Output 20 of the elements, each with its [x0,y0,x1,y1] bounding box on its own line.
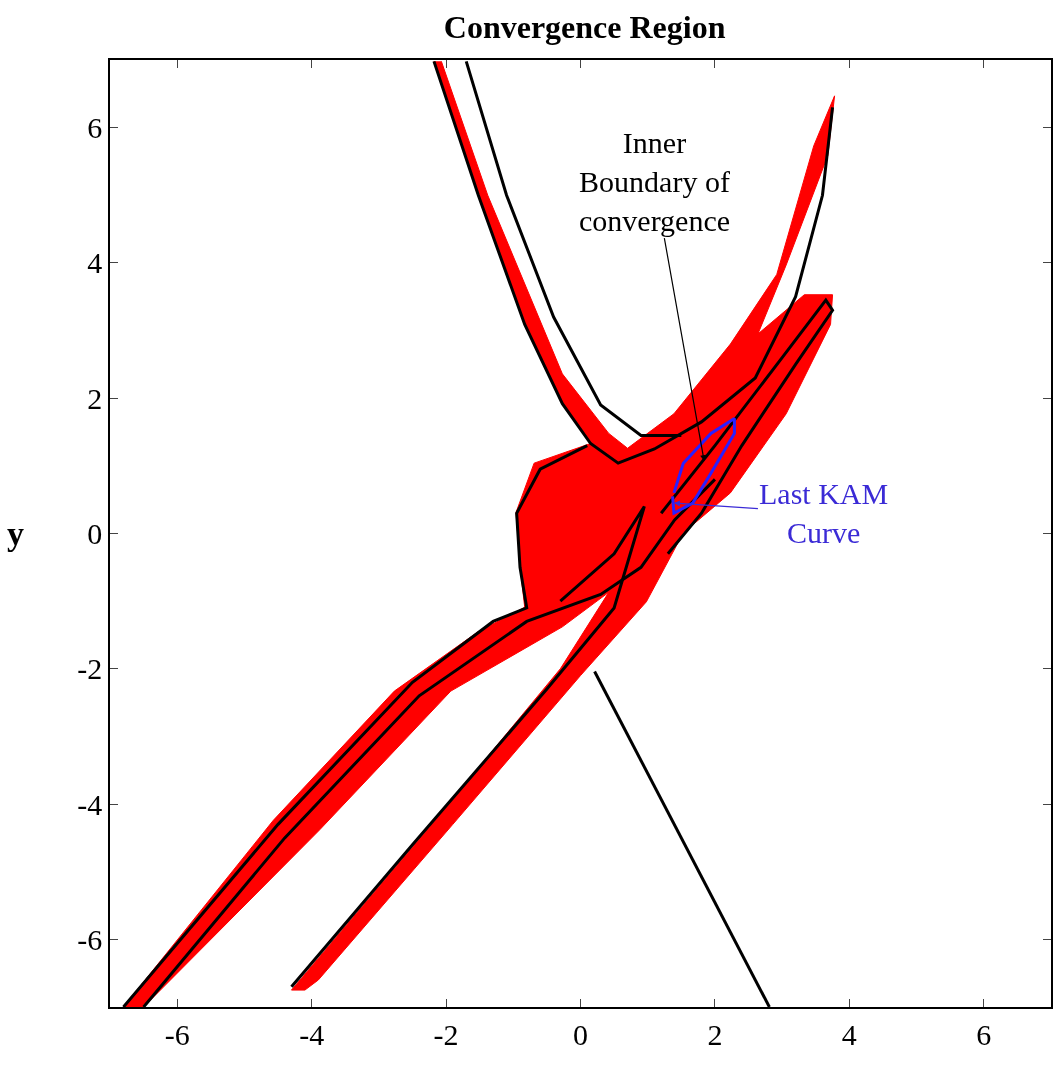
x-tick-label: -6 [164,1017,190,1051]
x-tick-label: -4 [299,1017,325,1051]
annotation: Inner Boundary of convergence [579,126,731,237]
chart-title: Convergence Region [443,9,726,46]
y-tick-label: -2 [77,652,103,686]
x-tick-label: 0 [573,1017,588,1051]
y-axis-title: y [7,515,24,552]
x-tick-label: 6 [976,1017,992,1051]
x-tick-label: 4 [841,1017,857,1051]
x-tick-label: 2 [707,1017,723,1051]
y-tick-label: 2 [87,381,103,415]
line-series [671,417,736,515]
x-tick-label: -2 [433,1017,459,1051]
y-tick-label: 4 [87,246,103,280]
y-tick-label: 0 [87,517,103,550]
annotation: Last KAM Curve [759,477,889,549]
y-tick-label: -6 [77,922,103,956]
line-series [289,504,646,989]
y-tick-label: -4 [77,787,103,821]
y-tick-label: 6 [87,111,103,145]
